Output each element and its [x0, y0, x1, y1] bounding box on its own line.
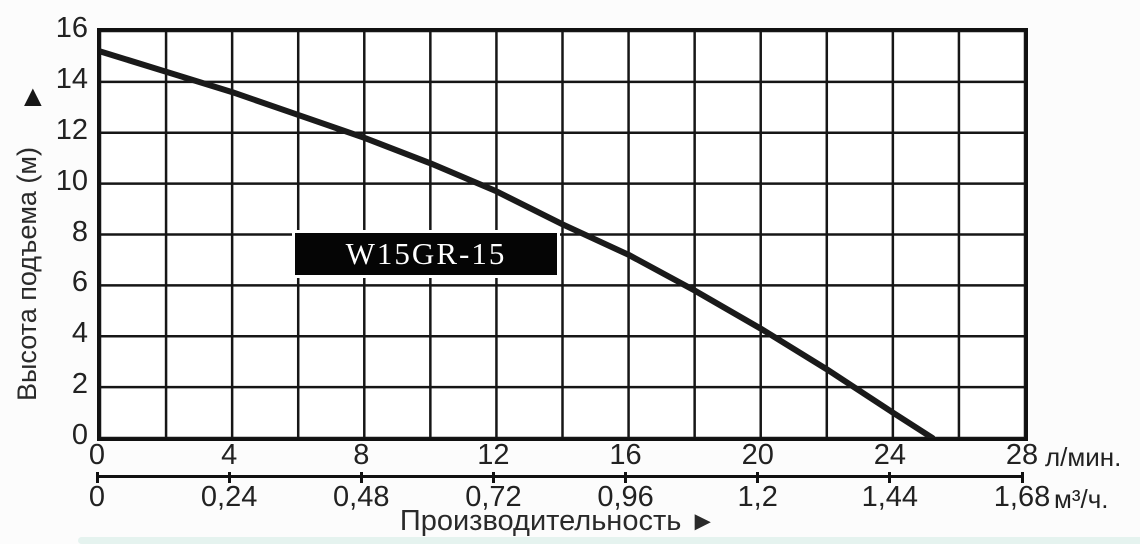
y-tick-label: 16: [55, 12, 88, 44]
x-tick-label-lmin: 20: [741, 439, 774, 471]
y-tick-label: 4: [71, 317, 88, 350]
y-tick-label: 2: [71, 368, 88, 401]
secondary-axis-tick: [756, 472, 760, 483]
x-tick-label-m3h: 1,44: [861, 481, 919, 513]
x-tick-label-m3h: 0,48: [333, 481, 390, 513]
x-tick-label-m3h: 1,68: [993, 481, 1051, 513]
x-axis-title: Производительность ►: [300, 505, 816, 538]
secondary-axis-tick: [491, 472, 495, 483]
x-tick-label-m3h: 0: [88, 481, 106, 513]
y-axis-up-arrow-icon: ▲: [18, 80, 48, 113]
bottom-edge-strip: [78, 537, 1140, 544]
x-tick-label-lmin: 28: [1005, 439, 1039, 471]
secondary-axis-line: [97, 475, 1022, 478]
x-tick-label-lmin: 8: [353, 439, 370, 471]
secondary-axis-tick: [624, 472, 628, 483]
y-tick-label: 12: [55, 113, 88, 146]
plot-area: [97, 28, 1028, 441]
y-tick-label: 8: [71, 215, 88, 248]
x-axis-title-text: Производительность: [399, 505, 682, 537]
secondary-axis-tick: [888, 472, 892, 483]
secondary-axis-tick: [227, 472, 231, 483]
x-tick-label-m3h: 1,2: [737, 481, 778, 513]
x-tick-label-lmin: 0: [88, 439, 106, 471]
x-tick-label-lmin: 24: [873, 439, 906, 471]
secondary-axis-tick: [95, 472, 99, 483]
x-tick-label-m3h: 0,24: [200, 481, 258, 513]
x-tick-label-m3h: 0,96: [597, 481, 654, 513]
x-axis-right-arrow-icon: ►: [689, 506, 717, 536]
y-tick-label: 0: [71, 419, 88, 451]
x-tick-label-m3h: 0,72: [465, 481, 522, 513]
y-tick-label: 14: [55, 62, 88, 95]
x-axis-unit-lmin: л/мин.: [1045, 442, 1122, 472]
y-tick-label: 6: [71, 266, 88, 299]
x-tick-label-lmin: 4: [221, 439, 238, 471]
x-tick-label-lmin: 16: [609, 439, 642, 471]
secondary-axis-tick: [359, 472, 363, 483]
model-label-badge: W15GR-15: [295, 233, 557, 275]
x-axis-unit-m3h: м³/ч.: [1054, 484, 1109, 514]
plot-svg: [100, 31, 1025, 438]
secondary-axis-tick: [1020, 472, 1024, 483]
x-tick-label-lmin: 12: [477, 439, 510, 471]
y-tick-label: 10: [55, 164, 88, 197]
